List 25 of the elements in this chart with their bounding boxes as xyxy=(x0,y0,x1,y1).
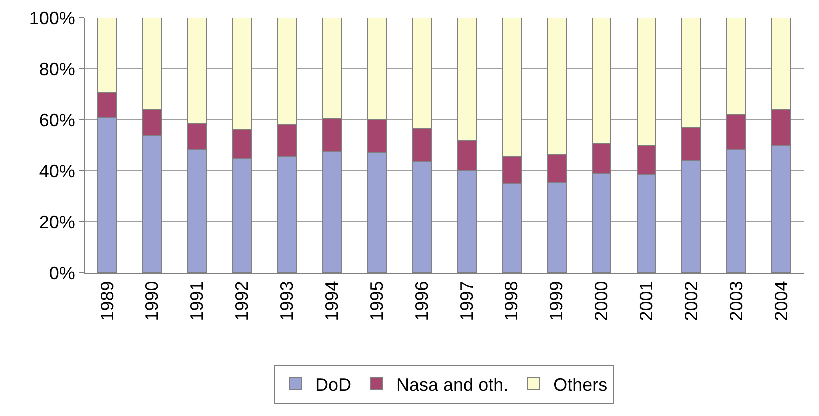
legend-label: Others xyxy=(554,375,608,396)
x-tick-label: 1998 xyxy=(502,281,522,322)
x-tick-label: 1994 xyxy=(322,281,342,322)
x-tick-label: 2000 xyxy=(592,281,612,322)
x-tick-label: 2001 xyxy=(636,281,657,322)
legend-label: DoD xyxy=(316,375,352,396)
y-tick-label: 100% xyxy=(29,8,76,28)
x-tick-label: 2003 xyxy=(726,281,746,322)
y-tick-label: 0% xyxy=(49,263,76,284)
y-tick-label: 40% xyxy=(39,161,76,182)
x-tick-label: 1993 xyxy=(277,281,298,322)
x-tick-label: 1991 xyxy=(187,281,208,322)
x-tick-label: 1999 xyxy=(546,281,567,322)
y-tick-label: 60% xyxy=(39,110,76,130)
x-tick-label: 2004 xyxy=(771,281,792,322)
x-tick-label: 1996 xyxy=(412,281,432,322)
x-tick-label: 2002 xyxy=(682,281,702,322)
x-tick-label: 1990 xyxy=(142,281,162,322)
legend-label: Nasa and oth. xyxy=(396,375,509,396)
x-tick-label: 1995 xyxy=(366,281,387,322)
x-tick-label: 1992 xyxy=(232,281,252,322)
x-tick-label: 1997 xyxy=(456,281,477,322)
y-tick-label: 20% xyxy=(39,212,76,232)
x-tick-label: 1989 xyxy=(97,281,118,322)
y-tick-label: 80% xyxy=(39,59,76,80)
